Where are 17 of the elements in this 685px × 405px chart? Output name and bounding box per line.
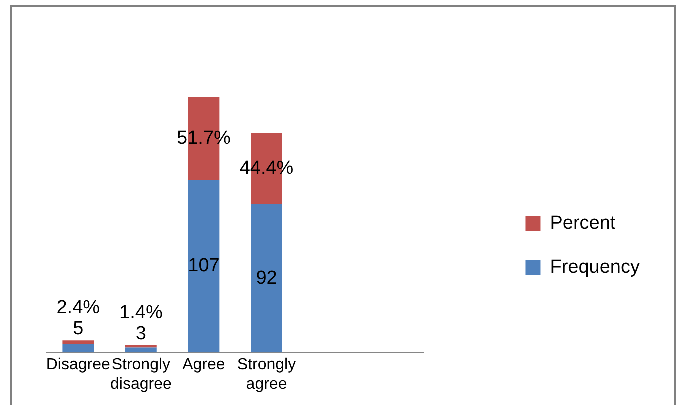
bar (62, 344, 94, 353)
data-label: 92 (256, 268, 278, 289)
bar (125, 348, 157, 353)
legend-label: Percent (550, 213, 616, 234)
x-tick-label: Strongly disagree (110, 356, 172, 393)
data-label: 2.4% (56, 297, 100, 318)
data-label: 107 (188, 256, 220, 277)
legend-label: Frequency (550, 257, 640, 278)
data-label: 5 (73, 318, 84, 340)
bar (188, 180, 220, 353)
data-label: 1.4% (120, 302, 163, 324)
x-tick-label: Strongly agree (237, 356, 296, 393)
x-tick-label: Agree (182, 356, 226, 374)
x-tick-label: Disagree (46, 356, 111, 374)
bar (62, 340, 94, 345)
data-label: 3 (136, 323, 146, 344)
bar (251, 204, 282, 353)
